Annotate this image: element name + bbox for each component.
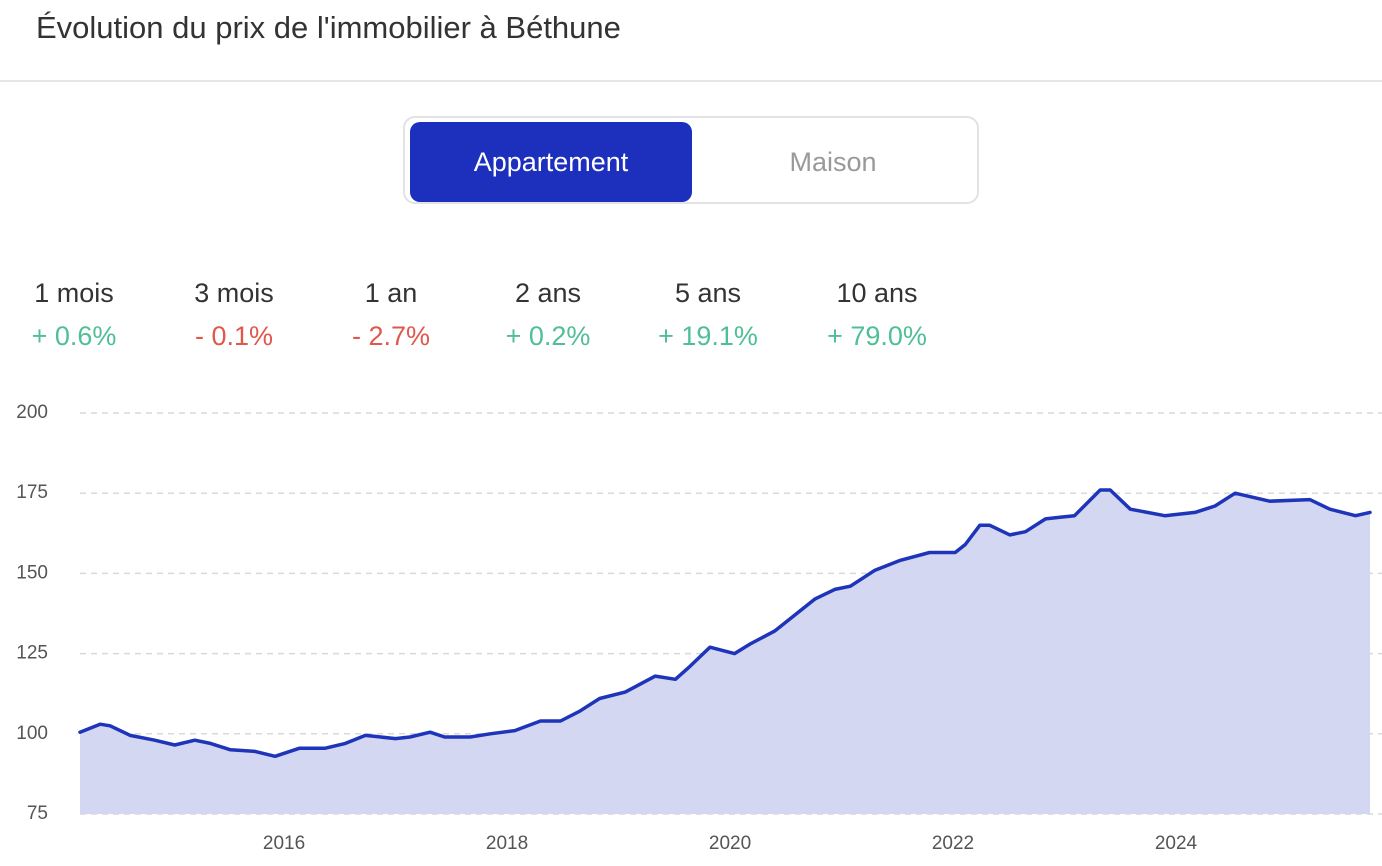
stat-period: 1 mois bbox=[34, 278, 114, 308]
x-tick-label: 2016 bbox=[263, 833, 305, 854]
toggle-option[interactable]: Maison bbox=[789, 147, 877, 177]
toggle: Appartement Maison bbox=[403, 116, 979, 204]
stat: 3 mois - 0.1% bbox=[164, 278, 304, 352]
stat: 1 mois + 0.6% bbox=[4, 278, 144, 352]
line bbox=[78, 488, 1372, 759]
y-tick-label: 175 bbox=[16, 482, 48, 503]
stat-change: + 19.1% bbox=[658, 321, 758, 351]
x-tick-label: 2018 bbox=[486, 833, 528, 854]
y-tick-label: 200 bbox=[16, 402, 48, 423]
page-title: Évolution du prix de l'immobilier à Béth… bbox=[36, 10, 621, 45]
stat: 10 ans + 79.0% bbox=[807, 278, 947, 352]
stat-change: + 0.2% bbox=[505, 321, 591, 351]
stat-period: 2 ans bbox=[514, 278, 582, 308]
stat: 1 an - 2.7% bbox=[321, 278, 461, 352]
stat-change: + 79.0% bbox=[827, 321, 927, 351]
toggle-option[interactable]: Appartement bbox=[410, 122, 692, 202]
y-tick-label: 125 bbox=[16, 643, 48, 664]
stat-period: 3 mois bbox=[194, 278, 274, 308]
stat-period: 10 ans bbox=[836, 278, 918, 308]
y-tick-label: 150 bbox=[16, 562, 48, 583]
stat-change: - 0.1% bbox=[194, 321, 274, 351]
separator bbox=[0, 80, 1382, 82]
stat-change: - 2.7% bbox=[351, 321, 431, 351]
y-tick-label: 75 bbox=[27, 803, 48, 824]
x-tick-label: 2022 bbox=[932, 833, 974, 854]
stat: 5 ans + 19.1% bbox=[638, 278, 778, 352]
stat: 2 ans + 0.2% bbox=[478, 278, 618, 352]
y-tick-label: 100 bbox=[16, 723, 48, 744]
stat-change: + 0.6% bbox=[31, 321, 117, 351]
stat-period: 5 ans bbox=[674, 278, 742, 308]
stat-period: 1 an bbox=[364, 278, 418, 308]
x-tick-label: 2020 bbox=[709, 833, 751, 854]
x-tick-label: 2024 bbox=[1155, 833, 1198, 854]
